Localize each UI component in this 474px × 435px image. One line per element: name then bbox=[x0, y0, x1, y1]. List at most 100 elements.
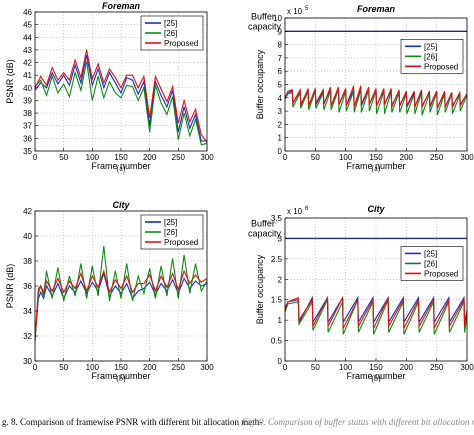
y-tick-label: 8 bbox=[278, 41, 283, 50]
x-tick-label: 250 bbox=[430, 363, 444, 372]
legend-label: Proposed bbox=[424, 62, 458, 71]
subfigure-label: (a) bbox=[117, 164, 126, 173]
y-tick-label: 0.5 bbox=[271, 337, 283, 346]
y-tick-label: 39 bbox=[23, 96, 32, 105]
series-line bbox=[35, 269, 207, 343]
x-axis-label: Frame number bbox=[346, 161, 405, 171]
buffer-capacity-label: capacity bbox=[248, 228, 282, 238]
y-tick-label: 40 bbox=[23, 232, 32, 241]
legend: [25][26]Proposed bbox=[400, 246, 464, 281]
x-tick-label: 50 bbox=[311, 153, 320, 162]
y-tick-label: 2 bbox=[278, 120, 283, 129]
legend-label: Proposed bbox=[164, 39, 198, 48]
series-line bbox=[285, 296, 467, 329]
y-exponent-label: x 10 bbox=[287, 207, 303, 216]
series-line bbox=[35, 61, 207, 146]
caption-left: g. 8. Comparison of framewise PSNR with … bbox=[2, 417, 262, 427]
series-line bbox=[35, 271, 207, 337]
x-tick-label: 100 bbox=[86, 153, 100, 162]
y-tick-label: 3.5 bbox=[271, 214, 283, 223]
y-tick-label: 32 bbox=[23, 332, 32, 341]
y-tick-label: 1.5 bbox=[271, 296, 283, 305]
legend-label: [26] bbox=[424, 52, 437, 61]
y-tick-label: 41 bbox=[23, 71, 32, 80]
buffer-capacity-label: Buffer bbox=[251, 11, 275, 21]
buffer-capacity-label: capacity bbox=[248, 21, 282, 31]
subfigure-label: (a) bbox=[372, 164, 381, 173]
y-tick-label: 43 bbox=[23, 46, 32, 55]
plot-area bbox=[285, 218, 467, 361]
caption-right: Fig. 9. Comparison of buffer status with… bbox=[241, 417, 474, 427]
y-tick-label: 46 bbox=[23, 8, 32, 17]
y-tick-label: 10 bbox=[273, 14, 282, 23]
x-tick-label: 50 bbox=[59, 363, 68, 372]
y-tick-label: 34 bbox=[23, 307, 32, 316]
y-tick-label: 40 bbox=[23, 84, 32, 93]
y-tick-label: 9 bbox=[278, 27, 283, 36]
chart-psnr-city: 0 50 100 150 200 250 300 30 32 34 36 38 40 42 City Fram… bbox=[5, 200, 214, 383]
legend-label: [25] bbox=[424, 249, 437, 258]
y-tick-label: 5 bbox=[278, 81, 283, 90]
legend-label: Proposed bbox=[424, 269, 458, 278]
x-tick-label: 250 bbox=[430, 153, 444, 162]
subfigure-label: (b) bbox=[116, 374, 126, 383]
y-tick-label: 0 bbox=[278, 357, 283, 366]
x-tick-label: 200 bbox=[143, 363, 157, 372]
chart-title: Foreman bbox=[102, 1, 141, 11]
x-tick-label: 150 bbox=[114, 153, 128, 162]
x-tick-label: 0 bbox=[283, 153, 288, 162]
x-tick-label: 150 bbox=[369, 153, 383, 162]
legend-label: [25] bbox=[164, 19, 177, 28]
x-tick-label: 200 bbox=[400, 153, 414, 162]
y-tick-label: 44 bbox=[23, 33, 32, 42]
x-tick-label: 250 bbox=[172, 363, 186, 372]
y-tick-label: 4 bbox=[278, 94, 283, 103]
y-tick-label: 42 bbox=[23, 59, 32, 68]
y-tick-label: 7 bbox=[278, 54, 283, 63]
y-tick-label: 35 bbox=[23, 147, 32, 156]
y-axis-label: PSNR (dB) bbox=[5, 264, 15, 309]
y-tick-label: 3 bbox=[278, 234, 283, 243]
x-tick-label: 150 bbox=[369, 363, 383, 372]
legend-label: Proposed bbox=[164, 238, 198, 247]
x-tick-label: 100 bbox=[86, 363, 100, 372]
y-exponent-power: 5 bbox=[305, 6, 309, 12]
y-tick-label: 36 bbox=[23, 134, 32, 143]
x-tick-label: 100 bbox=[339, 153, 353, 162]
x-tick-label: 300 bbox=[460, 153, 474, 162]
legend-label: [25] bbox=[424, 42, 437, 51]
legend-label: [26] bbox=[424, 259, 437, 268]
buffer-capacity-label: Buffer bbox=[251, 218, 275, 228]
y-tick-label: 0 bbox=[278, 147, 283, 156]
x-axis-label: Frame number bbox=[91, 371, 150, 381]
x-tick-label: 0 bbox=[33, 153, 38, 162]
y-tick-label: 6 bbox=[278, 67, 283, 76]
x-tick-label: 150 bbox=[114, 363, 128, 372]
y-exponent-label: x 10 bbox=[287, 7, 303, 16]
y-exponent-power: 6 bbox=[305, 206, 309, 212]
legend-label: [26] bbox=[164, 29, 177, 38]
x-tick-label: 300 bbox=[200, 153, 214, 162]
x-tick-label: 50 bbox=[59, 153, 68, 162]
x-tick-label: 0 bbox=[33, 363, 38, 372]
subfigure-label: (b) bbox=[371, 374, 381, 383]
chart-title: City bbox=[112, 200, 130, 210]
x-tick-label: 250 bbox=[172, 153, 186, 162]
chart-title: Foreman bbox=[357, 4, 396, 14]
y-tick-label: 3 bbox=[278, 107, 283, 116]
x-axis-label: Frame number bbox=[346, 371, 405, 381]
legend-label: [26] bbox=[164, 228, 177, 237]
legend: [25][26]Proposed bbox=[140, 214, 204, 250]
x-tick-label: 50 bbox=[311, 363, 320, 372]
y-tick-label: 38 bbox=[23, 109, 32, 118]
x-axis-label: Frame number bbox=[91, 161, 150, 171]
series-line bbox=[35, 49, 207, 143]
chart-title: City bbox=[367, 204, 385, 214]
chart-psnr-foreman: 0 50 100 150 200 250 300 35 36 37 38 39 40 41 42 43 44 45… bbox=[5, 1, 214, 173]
series-line bbox=[35, 54, 207, 142]
y-tick-label: 42 bbox=[23, 207, 32, 216]
y-tick-label: 45 bbox=[23, 21, 32, 30]
